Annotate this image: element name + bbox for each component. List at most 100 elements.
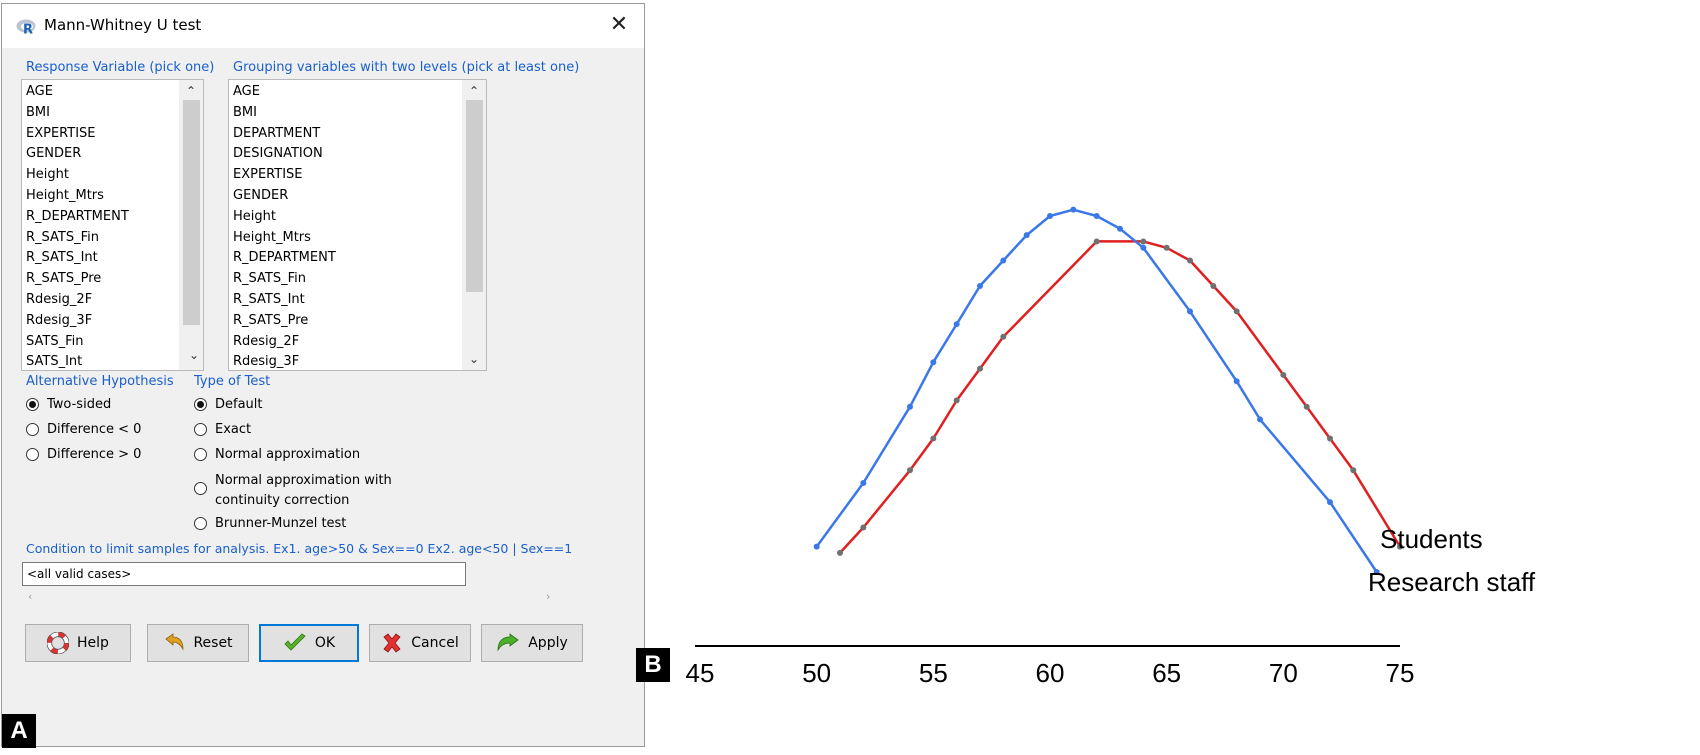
scroll-right-arrow-icon[interactable]: ›	[546, 590, 551, 603]
svg-text:R: R	[23, 23, 33, 37]
radio-selected-icon[interactable]	[26, 398, 39, 411]
radio-icon[interactable]	[194, 517, 207, 530]
horizontal-scrollbar[interactable]: ‹ ›	[22, 590, 556, 604]
radio-selected-icon[interactable]	[194, 398, 207, 411]
data-point-research-staff	[977, 282, 983, 289]
radio-icon[interactable]	[194, 448, 207, 461]
radio-difference-less[interactable]: Difference < 0	[26, 422, 141, 437]
data-point-research-staff	[1000, 257, 1007, 264]
grouping-variable-item[interactable]: EXPERTISE	[233, 167, 303, 183]
x-tick-label: 65	[1152, 658, 1181, 688]
mann-whitney-dialog: R Mann-Whitney U test ✕ Response Variabl…	[1, 3, 645, 747]
response-variable-item[interactable]: R_SATS_Int	[26, 250, 98, 266]
density-chart: 45 50 55 60 65 70 75 Students Research staff	[660, 0, 1700, 751]
lifebuoy-icon	[47, 632, 70, 654]
response-variable-list[interactable]: AGE BMI EXPERTISE GENDER Height Height_Mtrs R_…	[21, 79, 204, 371]
response-variable-item[interactable]: R_SATS_Fin	[26, 229, 99, 245]
data-point-students	[1280, 371, 1287, 378]
condition-input[interactable]	[22, 562, 466, 586]
data-point-students	[1327, 435, 1333, 442]
response-variable-item[interactable]: GENDER	[26, 146, 82, 162]
scroll-down-arrow-icon[interactable]: ⌄	[188, 348, 200, 362]
undo-arrow-icon	[163, 633, 185, 653]
grouping-variable-item[interactable]: R_SATS_Fin	[233, 271, 306, 287]
scroll-down-arrow-icon[interactable]: ⌄	[468, 352, 480, 366]
grouping-variable-item[interactable]: R_SATS_Int	[233, 291, 305, 307]
alternative-hypothesis-label: Alternative Hypothesis	[26, 374, 174, 389]
data-point-research-staff	[1070, 206, 1077, 213]
type-of-test-label: Type of Test	[194, 374, 271, 389]
grouping-list-scrollbar[interactable]: ⌃ ⌄	[462, 80, 486, 370]
radio-normal-approximation[interactable]: Normal approximation	[194, 447, 360, 462]
response-variable-item[interactable]: R_DEPARTMENT	[26, 208, 129, 224]
data-point-students	[1093, 238, 1100, 245]
data-point-research-staff	[930, 359, 937, 366]
response-variable-item[interactable]: AGE	[26, 84, 53, 99]
scroll-up-arrow-icon[interactable]: ⌃	[468, 84, 480, 98]
grouping-variable-item[interactable]: Height	[233, 208, 276, 224]
data-point-research-staff	[813, 543, 820, 550]
data-point-students	[1233, 308, 1240, 315]
grouping-variable-item[interactable]: BMI	[233, 104, 257, 120]
response-variable-item[interactable]: Height_Mtrs	[26, 187, 104, 203]
data-point-research-staff	[1047, 213, 1053, 220]
cancel-button[interactable]: Cancel	[369, 624, 471, 662]
grouping-variable-item[interactable]: DEPARTMENT	[233, 125, 321, 141]
close-button[interactable]: ✕	[609, 12, 629, 37]
scroll-left-arrow-icon[interactable]: ‹	[28, 590, 33, 603]
scroll-up-arrow-icon[interactable]: ⌃	[185, 84, 197, 98]
radio-brunner-munzel[interactable]: Brunner-Munzel test	[194, 516, 346, 531]
response-variable-item[interactable]: SATS_Fin	[26, 333, 84, 349]
grouping-variables-list[interactable]: AGE BMI DEPARTMENT DESIGNATION EXPERTISE GEND…	[228, 79, 487, 371]
title-bar[interactable]: R Mann-Whitney U test ✕	[2, 4, 644, 48]
radio-icon[interactable]	[26, 423, 39, 436]
response-variable-item[interactable]: EXPERTISE	[26, 125, 96, 141]
radio-default[interactable]: Default	[194, 397, 263, 412]
response-variable-label: Response Variable (pick one)	[26, 60, 215, 75]
data-point-research-staff	[1233, 378, 1240, 385]
grouping-variable-item[interactable]: DESIGNATION	[233, 146, 323, 162]
checkmark-icon	[283, 633, 307, 653]
scroll-thumb[interactable]	[183, 100, 200, 325]
data-point-students	[1303, 403, 1310, 410]
chart-plot-area: 45 50 55 60 65 70 75	[686, 206, 1415, 688]
response-variable-item[interactable]: Rdesig_2F	[26, 291, 93, 307]
radio-icon[interactable]	[26, 448, 39, 461]
response-variable-item[interactable]: R_SATS_Pre	[26, 271, 102, 287]
grouping-variable-item[interactable]: R_DEPARTMENT	[233, 250, 336, 266]
grouping-variable-item[interactable]: GENDER	[233, 187, 289, 203]
data-point-students	[837, 549, 843, 556]
grouping-variable-item[interactable]: AGE	[233, 84, 260, 99]
grouping-variable-item[interactable]: R_SATS_Pre	[233, 312, 309, 328]
radio-difference-greater[interactable]: Difference > 0	[26, 447, 141, 462]
x-tick-label: 75	[1386, 658, 1415, 688]
x-tick-label: 45	[686, 658, 715, 688]
data-point-research-staff	[1257, 416, 1263, 423]
radio-icon[interactable]	[194, 482, 207, 495]
data-point-research-staff	[1023, 232, 1030, 239]
help-button[interactable]: Help	[25, 624, 131, 662]
response-variable-item[interactable]: SATS_Int	[26, 354, 83, 370]
grouping-variable-item[interactable]: Rdesig_3F	[233, 354, 300, 370]
radio-icon[interactable]	[194, 423, 207, 436]
reset-button[interactable]: Reset	[147, 624, 249, 662]
data-point-research-staff	[1327, 499, 1333, 506]
response-list-scrollbar[interactable]: ⌃	[179, 80, 203, 370]
legend-research-staff: Research staff	[1368, 567, 1536, 597]
radio-exact[interactable]: Exact	[194, 422, 251, 437]
response-variable-item[interactable]: Height	[26, 167, 69, 183]
r-logo-icon: R	[16, 19, 36, 37]
scroll-thumb[interactable]	[466, 100, 483, 292]
data-point-students	[1000, 333, 1007, 340]
data-point-students	[860, 524, 867, 531]
data-point-research-staff	[860, 480, 867, 487]
apply-button[interactable]: Apply	[481, 624, 583, 662]
grouping-variable-item[interactable]: Rdesig_2F	[233, 333, 300, 349]
response-variable-item[interactable]: BMI	[26, 104, 50, 120]
ok-button[interactable]: OK	[259, 624, 359, 662]
response-variable-item[interactable]: Rdesig_3F	[26, 312, 93, 328]
radio-two-sided[interactable]: Two-sided	[26, 397, 111, 412]
grouping-variable-item[interactable]: Height_Mtrs	[233, 229, 311, 245]
data-point-research-staff	[1117, 225, 1123, 232]
radio-normal-approx-continuity[interactable]	[194, 482, 215, 495]
